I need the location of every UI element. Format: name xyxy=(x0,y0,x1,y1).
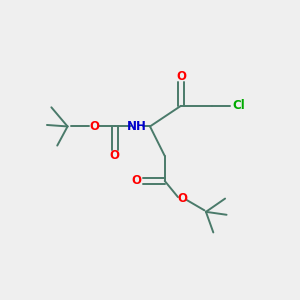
Text: O: O xyxy=(176,70,186,83)
Text: Cl: Cl xyxy=(232,99,245,112)
Text: O: O xyxy=(110,149,120,162)
Text: O: O xyxy=(132,174,142,188)
Text: O: O xyxy=(89,120,99,133)
Text: NH: NH xyxy=(127,120,147,133)
Text: O: O xyxy=(177,192,188,205)
